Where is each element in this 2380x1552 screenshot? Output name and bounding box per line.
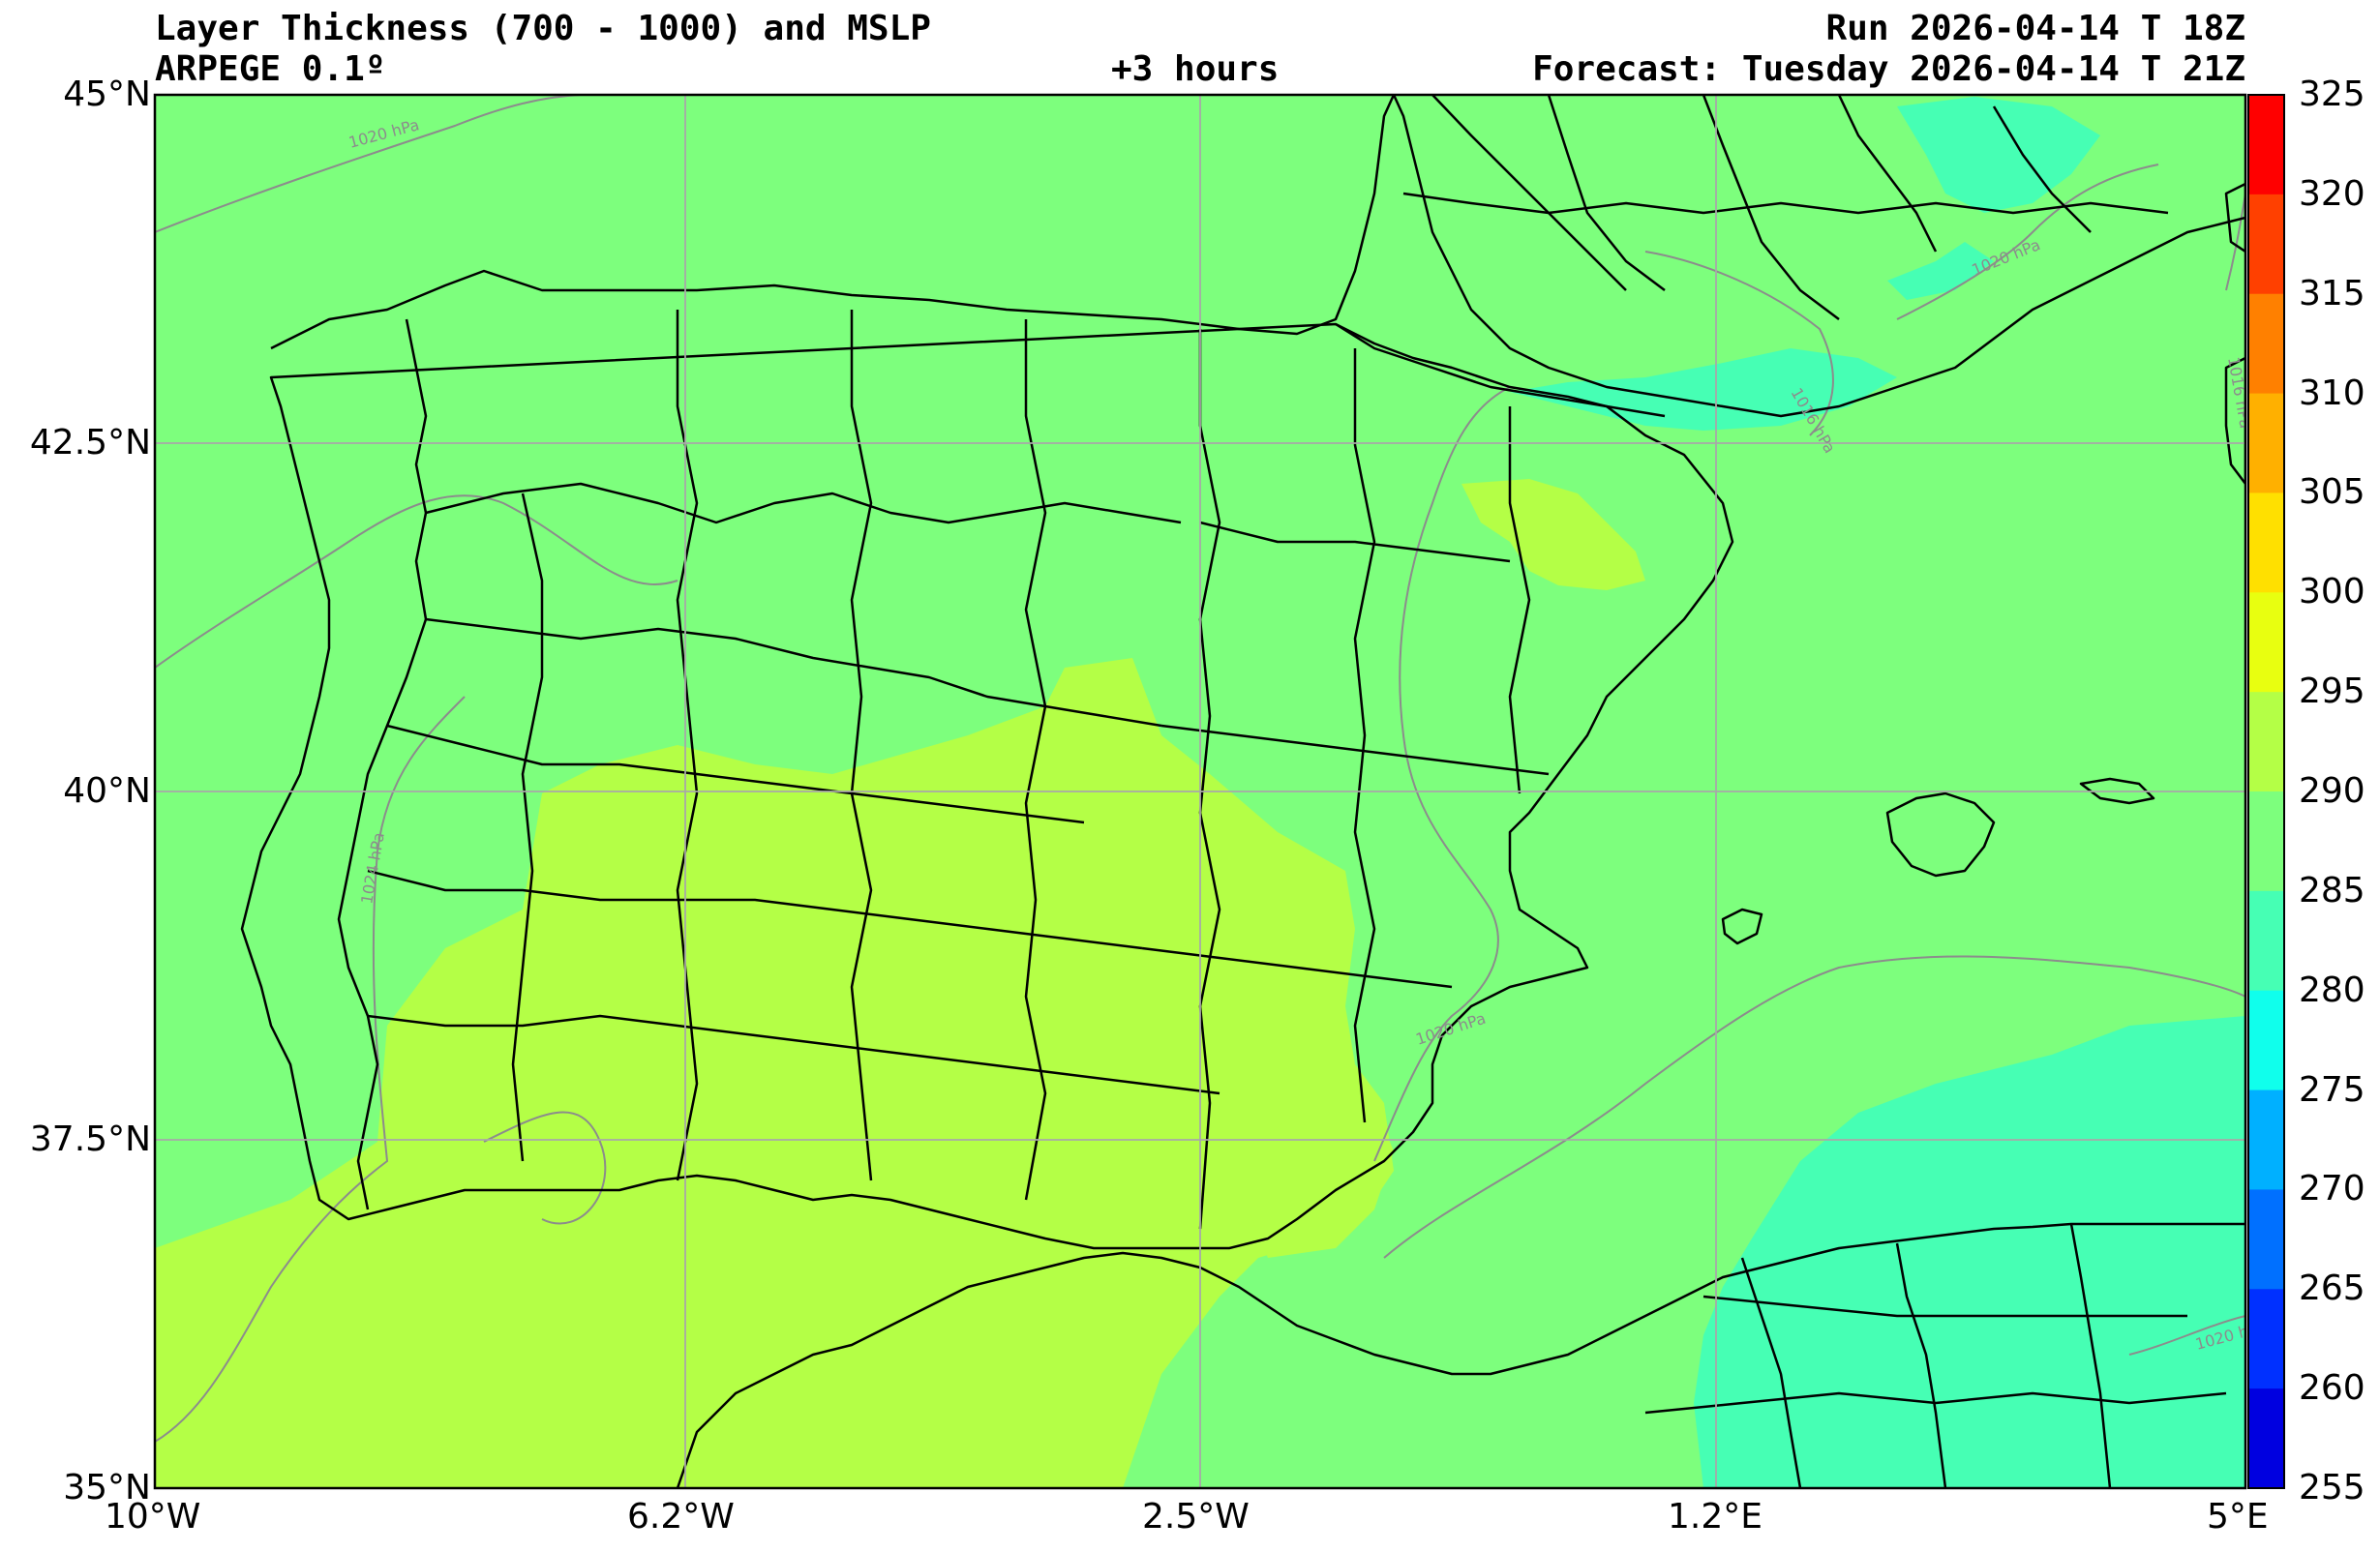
coastlines-and-borders	[240, 95, 2245, 1488]
colorbar-segment	[2248, 95, 2284, 195]
pyrenees-border	[1335, 322, 1666, 418]
lon-label-6-2w: 6.2°W	[627, 1497, 735, 1537]
lon-label-10w: 10°W	[105, 1497, 201, 1537]
menorca-coastline	[2079, 777, 2155, 805]
lat-label-37-5n: 37.5°N	[29, 1119, 151, 1159]
colorbar-label: 320	[2299, 173, 2365, 214]
colorbar	[2248, 95, 2284, 1489]
cool-region-pyrenees	[1510, 348, 1897, 431]
lon-label-1-2e: 1.2°E	[1668, 1497, 1762, 1537]
colorbar-label: 260	[2299, 1368, 2365, 1409]
colorbar-segment	[2248, 1388, 2284, 1489]
warm-region-southwest	[155, 658, 1394, 1488]
colorbar-segment	[2248, 1189, 2284, 1290]
colorbar-label: 255	[2299, 1468, 2365, 1507]
colorbar-segment	[2248, 890, 2284, 992]
cool-region-north-africa	[1694, 1016, 2245, 1488]
lon-label-5e: 5°E	[2207, 1497, 2269, 1537]
colorbar-label: 285	[2299, 870, 2365, 910]
model-label: ARPEGE 0.1º	[155, 49, 386, 89]
warm-region-valencia	[1249, 1084, 1394, 1258]
colorbar-label: 300	[2299, 572, 2365, 612]
colorbar-label: 295	[2299, 672, 2365, 712]
colorbar-segment	[2248, 194, 2284, 295]
colorbar-label: 290	[2299, 771, 2365, 811]
lat-label-35n: 35°N	[63, 1468, 151, 1507]
forecast-label: Forecast: Tuesday 2026-04-14 T 21Z	[1532, 49, 2245, 89]
colorbar-frame	[2247, 94, 2285, 1489]
map-panel: 1020 hPa 1024 hPa 1020 hPa 1020 hPa 1016…	[155, 95, 2245, 1488]
colorbar-label: 275	[2299, 1069, 2365, 1110]
run-label: Run 2026-04-14 T 18Z	[1825, 9, 2245, 48]
lead-time-label: +3 hours	[1111, 49, 1280, 89]
cool-region-alps	[1897, 97, 2100, 213]
france-coast	[1392, 95, 2245, 418]
lat-label-45n: 45°N	[63, 75, 151, 114]
colorbar-segment	[2248, 1089, 2284, 1190]
warm-region-ebro	[1461, 479, 1645, 590]
corsica-coastline	[2224, 182, 2245, 254]
chart-title: Layer Thickness (700 - 1000) and MSLP	[155, 9, 931, 48]
colorbar-label: 325	[2299, 75, 2365, 114]
mallorca-coastline	[1885, 791, 1996, 878]
colorbar-segment	[2248, 791, 2284, 892]
colorbar-segment	[2248, 492, 2284, 593]
africa-coastline	[676, 1222, 2245, 1488]
graticule	[155, 95, 2245, 1488]
sardinia-coastline	[2224, 356, 2245, 486]
colorbar-label: 265	[2299, 1268, 2365, 1309]
cool-region-gulf-lion	[1887, 242, 1994, 300]
colorbar-segment	[2248, 990, 2284, 1091]
colorbar-label: 305	[2299, 472, 2365, 513]
colorbar-label: 310	[2299, 373, 2365, 413]
colorbar-segment	[2248, 692, 2284, 792]
colorbar-segment	[2248, 1289, 2284, 1389]
ibiza-coastline	[1721, 908, 1763, 945]
lon-label-2-5w: 2.5°W	[1142, 1497, 1250, 1537]
lat-label-40n: 40°N	[63, 771, 151, 811]
iberia-coastline	[270, 95, 1396, 350]
colorbar-segment	[2248, 393, 2284, 493]
colorbar-label: 280	[2299, 970, 2365, 1010]
colorbar-segment	[2248, 293, 2284, 395]
colorbar-label: 315	[2299, 273, 2365, 313]
colorbar-label: 270	[2299, 1169, 2365, 1209]
portugal-border	[337, 318, 428, 1210]
map-frame	[153, 93, 2247, 1490]
colorbar-segment	[2248, 592, 2284, 693]
lat-label-42-5n: 42.5°N	[29, 423, 151, 463]
